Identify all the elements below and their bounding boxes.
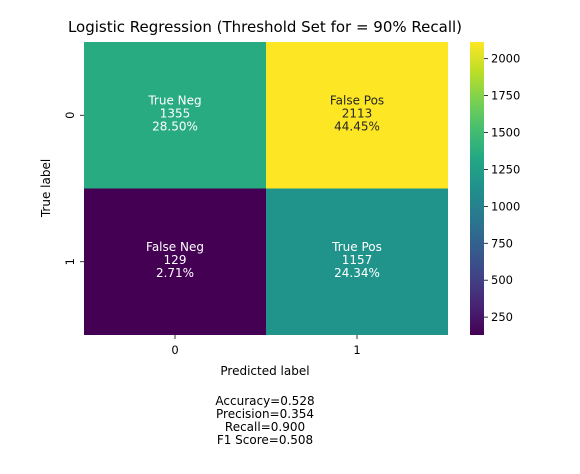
cell-percent-label: 44.45% — [334, 119, 380, 133]
heatmap-cell — [84, 188, 266, 335]
cell-percent-label: 2.71% — [156, 266, 194, 280]
cell-name-label: True Neg — [147, 93, 201, 107]
colorbar-tick-label: 1000 — [491, 199, 520, 213]
cell-percent-label: 24.34% — [334, 266, 380, 280]
metric-line: Precision=0.354 — [216, 407, 314, 421]
x-tick-label: 1 — [353, 343, 360, 357]
metric-line: Recall=0.900 — [225, 420, 305, 434]
colorbar-ticks: 250 500 750 1000 1250 1500 1750 2000 — [484, 52, 520, 324]
cell-count-label: 2113 — [342, 106, 373, 120]
x-tick-label: 0 — [171, 343, 178, 357]
colorbar-tick-label: 500 — [491, 273, 513, 287]
colorbar-tick-label: 1250 — [491, 162, 520, 176]
metrics-block: Accuracy=0.528Precision=0.354Recall=0.90… — [215, 394, 314, 447]
heatmap-cell — [266, 188, 448, 335]
y-axis-label: True label — [39, 159, 53, 218]
colorbar-tick-label: 750 — [491, 236, 513, 250]
colorbar-tick-label: 250 — [491, 310, 513, 324]
cell-count-label: 1355 — [160, 106, 191, 120]
y-tick-label: 1 — [63, 258, 77, 265]
colorbar-tick-label: 1500 — [491, 126, 520, 140]
metric-line: Accuracy=0.528 — [215, 394, 314, 408]
cell-name-label: True Pos — [331, 240, 382, 254]
cell-percent-label: 28.50% — [152, 119, 198, 133]
heatmap-cell — [266, 42, 448, 189]
cell-name-label: False Neg — [146, 240, 204, 254]
cell-name-label: False Pos — [330, 93, 384, 107]
heatmap-cell — [84, 42, 266, 189]
chart-title: Logistic Regression (Threshold Set for =… — [68, 18, 462, 36]
metric-line: F1 Score=0.508 — [217, 433, 313, 447]
x-axis-label: Predicted label — [220, 364, 309, 378]
colorbar-tick-label: 2000 — [491, 52, 520, 66]
heatmap-cells — [84, 42, 448, 335]
y-axis-ticks: 01 — [63, 112, 84, 265]
y-tick-label: 0 — [63, 112, 77, 119]
colorbar-tick-label: 1750 — [491, 89, 520, 103]
colorbar — [470, 42, 484, 335]
cell-count-label: 129 — [164, 253, 187, 267]
cell-count-label: 1157 — [342, 253, 373, 267]
